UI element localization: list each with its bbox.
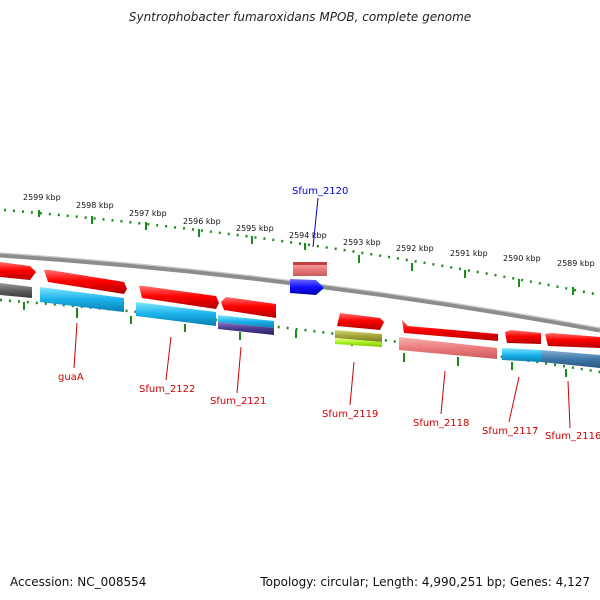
forward-features	[0, 262, 327, 318]
accession-text: Accession: NC_008554	[10, 575, 147, 589]
gene-feature[interactable]	[0, 283, 32, 298]
gene-label-guaa[interactable]: guaA	[58, 372, 84, 383]
inner-major-ticks	[23, 302, 567, 377]
gene-feature[interactable]	[502, 348, 541, 362]
label-leaders	[73, 197, 571, 429]
tick-label: 2593 kbp	[343, 238, 381, 247]
gene-feature[interactable]	[218, 315, 274, 328]
tick-label: 2596 kbp	[183, 217, 221, 226]
gene-feature[interactable]	[218, 322, 274, 335]
gene-feature[interactable]	[136, 302, 216, 326]
gene-feature[interactable]	[505, 330, 541, 344]
gene-label-sfum-2118[interactable]: Sfum_2118	[413, 418, 469, 429]
gene-label-sfum-2117[interactable]: Sfum_2117	[482, 426, 538, 437]
gene-feature[interactable]	[545, 333, 600, 348]
gene-feature[interactable]	[139, 286, 219, 309]
tick-label: 2598 kbp	[76, 201, 114, 210]
tick-label: 2590 kbp	[503, 254, 541, 263]
tick-label: 2599 kbp	[23, 193, 61, 202]
gene-feature[interactable]	[44, 270, 127, 294]
gene-feature[interactable]	[221, 297, 276, 318]
genome-summary-text: Topology: circular; Length: 4,990,251 bp…	[260, 575, 590, 589]
tick-label: 2591 kbp	[450, 249, 488, 258]
gene-label-sfum-2122[interactable]: Sfum_2122	[139, 384, 195, 395]
gene-feature[interactable]	[541, 350, 600, 368]
outer-tick-track	[3, 208, 600, 297]
gene-label-sfum-2119[interactable]: Sfum_2119	[322, 409, 378, 420]
tick-label: 2595 kbp	[236, 224, 274, 233]
reverse-features	[0, 283, 600, 368]
gene-feature[interactable]	[399, 337, 497, 359]
gene-feature[interactable]	[402, 320, 498, 341]
tick-label: 2592 kbp	[396, 244, 434, 253]
gene-feature[interactable]	[0, 262, 36, 280]
gene-label-sfum-2120[interactable]: Sfum_2120	[292, 186, 348, 197]
outer-major-ticks	[38, 210, 574, 295]
gene-feature[interactable]	[40, 287, 124, 312]
gene-feature[interactable]	[290, 279, 324, 295]
gene-labels: Sfum_2120 guaA Sfum_2122 Sfum_2121 Sfum_…	[58, 186, 600, 442]
page-title: Syntrophobacter fumaroxidans MPOB, compl…	[128, 10, 472, 24]
tick-label: 2594 kbp	[289, 231, 327, 240]
gene-label-sfum-2116[interactable]: Sfum_2116	[545, 431, 600, 442]
gene-feature[interactable]	[337, 313, 384, 330]
gene-feature	[293, 262, 327, 265]
gene-feature[interactable]	[293, 262, 327, 276]
tick-label: 2597 kbp	[129, 209, 167, 218]
tick-label: 2589 kbp	[557, 259, 595, 268]
gene-label-sfum-2121[interactable]: Sfum_2121	[210, 396, 266, 407]
tick-labels: 2599 kbp 2598 kbp 2597 kbp 2596 kbp 2595…	[23, 193, 595, 268]
gene-feature[interactable]	[335, 338, 382, 347]
